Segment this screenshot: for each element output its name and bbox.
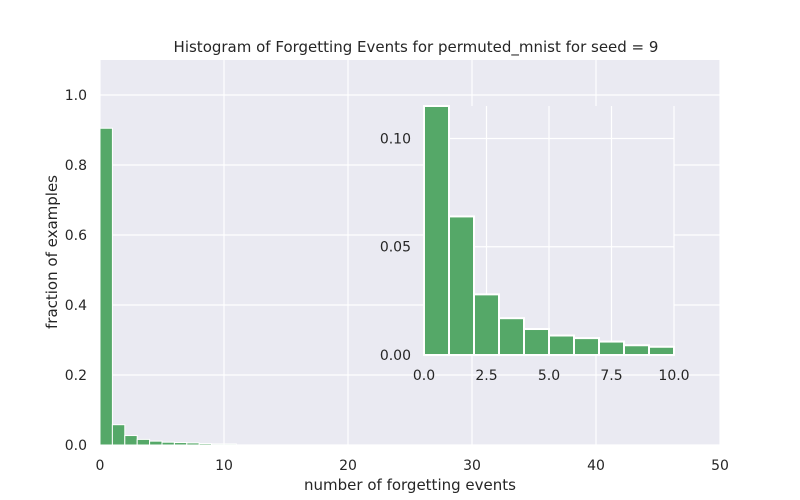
main-x-tick-label: 20: [339, 458, 357, 474]
inset-y-tick-labels: 0.00 0.05 0.10: [380, 131, 411, 364]
main-bar: [149, 440, 163, 446]
main-bar: [161, 441, 175, 446]
main-bar: [211, 443, 225, 446]
main-bar: [136, 438, 151, 446]
main-bars: [99, 127, 237, 446]
main-y-tick-label: 0.4: [65, 298, 87, 314]
main-y-tick-label: 0.6: [65, 228, 87, 244]
main-y-tick-label: 0.0: [65, 438, 87, 454]
inset-bar: [448, 215, 475, 356]
inset-y-tick-label: 0.05: [380, 240, 411, 256]
x-axis-label: number of forgetting events: [304, 476, 516, 494]
main-x-tick-label: 0: [96, 458, 105, 474]
inset-bar: [573, 337, 600, 356]
main-x-tick-labels: 0 10 20 30 40 50: [96, 458, 729, 474]
inset-axes: 0.0 2.5 5.0 7.5 10.0 0.00 0.05 0.10: [380, 105, 690, 384]
inset-bar: [523, 328, 550, 357]
inset-bar: [498, 317, 525, 357]
main-x-tick-label: 50: [711, 458, 729, 474]
main-x-tick-label: 10: [215, 458, 233, 474]
inset-bar: [648, 345, 675, 357]
inset-y-tick-label: 0.10: [380, 131, 411, 147]
main-bar: [186, 442, 200, 446]
inset-bars: [423, 105, 675, 357]
main-bar: [198, 443, 213, 446]
inset-x-tick-label: 7.5: [600, 368, 622, 384]
inset-x-tick-label: 0.0: [413, 368, 435, 384]
main-bar: [173, 442, 188, 446]
main-bar: [223, 443, 237, 446]
main-y-tick-label: 1.0: [65, 88, 87, 104]
inset-x-tick-labels: 0.0 2.5 5.0 7.5 10.0: [413, 368, 690, 384]
inset-bar: [423, 105, 450, 356]
inset-x-tick-label: 2.5: [475, 368, 497, 384]
main-y-tick-label: 0.2: [65, 368, 87, 384]
inset-bar: [623, 344, 650, 357]
main-x-tick-label: 40: [587, 458, 605, 474]
inset-bar: [598, 340, 625, 357]
main-y-tick-label: 0.8: [65, 158, 87, 174]
inset-bar: [548, 334, 575, 356]
y-axis-label: fraction of examples: [43, 175, 61, 329]
main-bar: [99, 127, 113, 446]
main-bar: [111, 424, 126, 446]
main-y-tick-labels: 0.0 0.2 0.4 0.6 0.8 1.0: [65, 88, 87, 454]
inset-y-tick-label: 0.00: [380, 348, 411, 364]
inset-x-tick-label: 5.0: [538, 368, 560, 384]
main-x-tick-label: 30: [463, 458, 481, 474]
inset-x-tick-label: 10.0: [658, 368, 689, 384]
inset-bar: [473, 293, 500, 356]
main-bar: [124, 435, 138, 446]
chart-title: Histogram of Forgetting Events for permu…: [174, 38, 659, 57]
